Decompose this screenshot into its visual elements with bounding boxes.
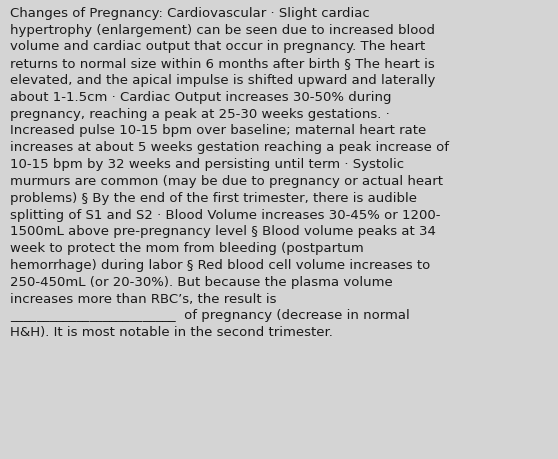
- Text: Changes of Pregnancy: Cardiovascular · Slight cardiac
hypertrophy (enlargement) : Changes of Pregnancy: Cardiovascular · S…: [10, 7, 449, 338]
